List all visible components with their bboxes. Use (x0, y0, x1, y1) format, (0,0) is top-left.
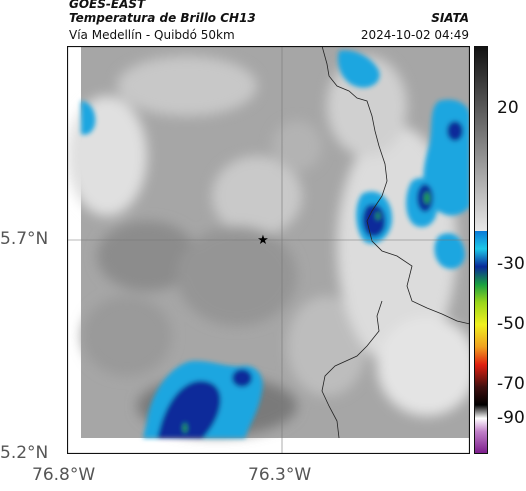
lon-tick-label: 76.8°W (32, 465, 96, 485)
colorbar-label: -50 (497, 314, 525, 334)
colorbar-label: -30 (497, 254, 525, 274)
satellite-map[interactable]: ★ (67, 46, 470, 454)
image-datetime: 2024-10-02 04:49 (360, 28, 469, 42)
colorbar-label: -70 (497, 374, 525, 394)
product-name: Temperatura de Brillo CH13 (69, 11, 256, 25)
colorbar-label: 20 (497, 98, 519, 118)
lon-tick-label: 76.3°W (248, 465, 312, 485)
colorbar (474, 46, 488, 454)
agency-name: SIATA (431, 11, 469, 25)
border-line-south (321, 300, 383, 439)
map-frame (67, 46, 470, 454)
satellite-name: GOES-EAST (69, 0, 146, 11)
cold-cloud-tops (81, 50, 470, 438)
region-name: Vía Medellín - Quibdó 50km (69, 28, 235, 42)
border-line (321, 46, 470, 325)
lat-tick-label: 5.7°N (0, 229, 49, 249)
lat-tick-label: 5.2°N (0, 443, 49, 463)
star-icon[interactable]: ★ (257, 233, 269, 248)
colorbar-label: -90 (497, 408, 525, 428)
